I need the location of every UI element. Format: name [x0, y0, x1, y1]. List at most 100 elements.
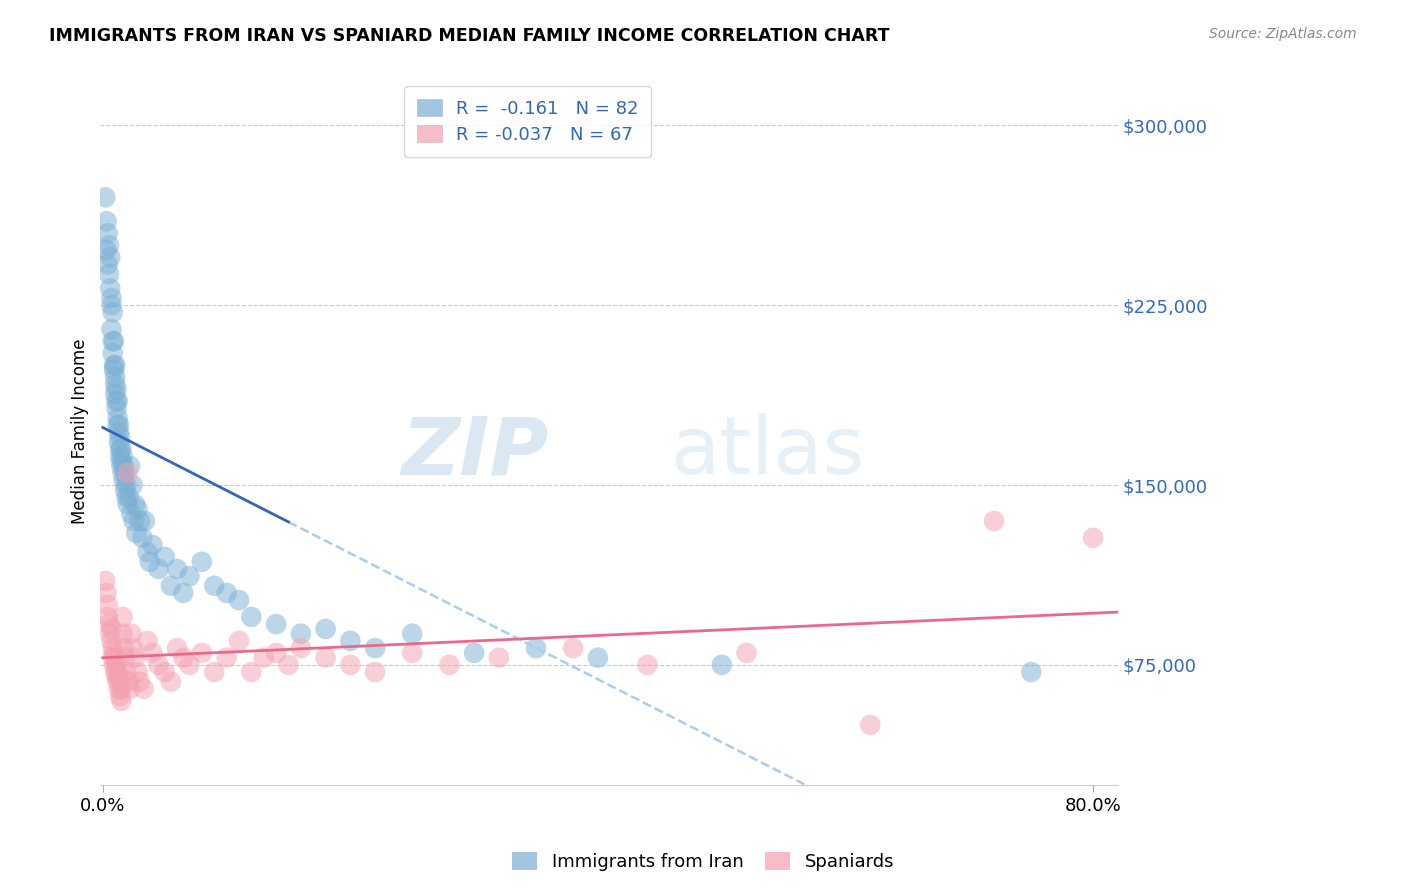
Point: [97, 227, 120, 241]
Point: [1081, 531, 1104, 545]
Point: [108, 450, 131, 464]
Point: [108, 442, 131, 456]
Point: [586, 650, 609, 665]
Point: [98, 281, 121, 295]
Point: [139, 555, 162, 569]
Point: [110, 442, 132, 456]
Point: [290, 626, 312, 640]
Text: ZIP: ZIP: [401, 413, 548, 491]
Legend: Immigrants from Iran, Spaniards: Immigrants from Iran, Spaniards: [505, 846, 901, 879]
Text: Source: ZipAtlas.com: Source: ZipAtlas.com: [1209, 27, 1357, 41]
Point: [127, 502, 149, 516]
Point: [141, 646, 163, 660]
Point: [105, 670, 128, 684]
Point: [108, 689, 131, 703]
Point: [110, 694, 132, 708]
Point: [107, 665, 129, 679]
Point: [735, 646, 758, 660]
Point: [160, 579, 183, 593]
Point: [339, 657, 361, 672]
Point: [97, 257, 120, 271]
Point: [111, 610, 134, 624]
Point: [104, 387, 127, 401]
Point: [100, 622, 122, 636]
Point: [96, 586, 118, 600]
Point: [108, 418, 131, 433]
Point: [114, 483, 136, 497]
Point: [120, 507, 142, 521]
Point: [101, 346, 124, 360]
Point: [104, 377, 127, 392]
Point: [1019, 665, 1042, 679]
Point: [112, 641, 135, 656]
Point: [110, 458, 132, 473]
Point: [103, 334, 125, 348]
Point: [115, 478, 138, 492]
Point: [107, 394, 129, 409]
Point: [136, 545, 159, 559]
Point: [859, 718, 882, 732]
Point: [132, 681, 155, 696]
Point: [148, 657, 170, 672]
Y-axis label: Median Family Income: Median Family Income: [72, 338, 89, 524]
Point: [439, 657, 461, 672]
Point: [98, 238, 121, 252]
Point: [103, 657, 125, 672]
Point: [101, 305, 124, 319]
Point: [148, 562, 170, 576]
Point: [107, 674, 129, 689]
Point: [104, 358, 127, 372]
Point: [277, 657, 299, 672]
Point: [108, 425, 131, 440]
Point: [108, 681, 131, 696]
Point: [117, 466, 139, 480]
Point: [983, 514, 1005, 528]
Point: [105, 382, 128, 396]
Point: [100, 322, 122, 336]
Point: [124, 650, 146, 665]
Point: [153, 665, 176, 679]
Point: [153, 549, 176, 564]
Point: [125, 526, 148, 541]
Point: [98, 626, 121, 640]
Point: [108, 430, 131, 444]
Point: [463, 646, 485, 660]
Point: [111, 626, 134, 640]
Point: [179, 569, 201, 583]
Point: [129, 514, 152, 528]
Point: [202, 579, 225, 593]
Point: [94, 574, 117, 588]
Point: [122, 514, 145, 528]
Point: [364, 665, 387, 679]
Point: [104, 370, 127, 384]
Point: [97, 610, 120, 624]
Point: [94, 190, 117, 204]
Point: [104, 650, 127, 665]
Point: [118, 674, 141, 689]
Point: [108, 670, 131, 684]
Point: [253, 650, 276, 665]
Point: [100, 633, 122, 648]
Point: [562, 641, 585, 656]
Point: [264, 617, 287, 632]
Point: [141, 538, 163, 552]
Point: [160, 674, 183, 689]
Point: [100, 291, 122, 305]
Point: [120, 626, 142, 640]
Point: [166, 641, 188, 656]
Point: [364, 641, 387, 656]
Point: [191, 555, 214, 569]
Point: [401, 646, 423, 660]
Point: [98, 250, 121, 264]
Point: [103, 363, 125, 377]
Point: [117, 497, 139, 511]
Point: [98, 617, 121, 632]
Point: [105, 401, 128, 416]
Point: [101, 650, 124, 665]
Point: [134, 514, 156, 528]
Point: [228, 633, 250, 648]
Point: [202, 665, 225, 679]
Point: [121, 641, 143, 656]
Point: [172, 586, 194, 600]
Point: [107, 411, 129, 425]
